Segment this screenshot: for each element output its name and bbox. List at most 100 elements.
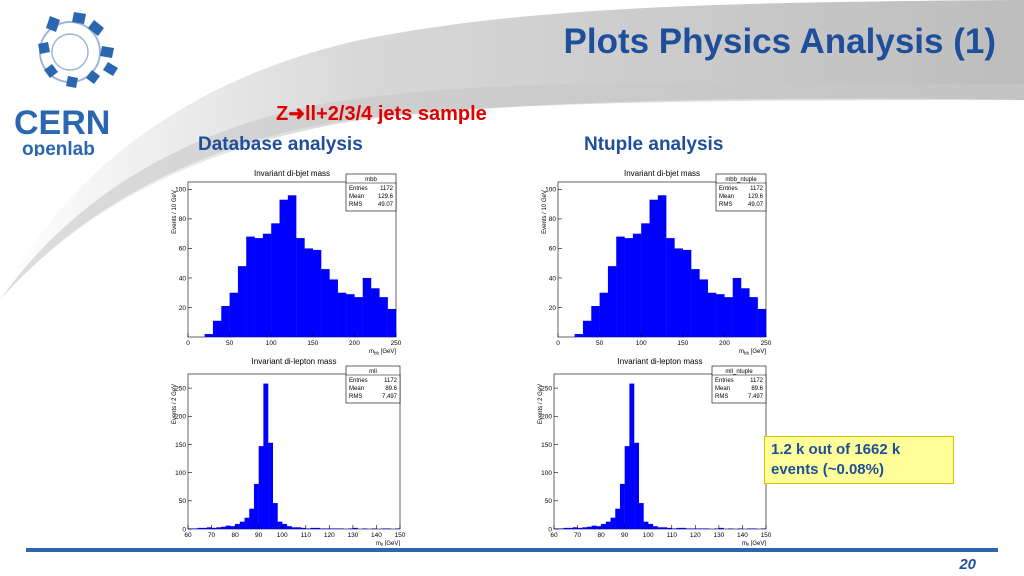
histogram-bar xyxy=(751,528,757,529)
histogram-bar xyxy=(301,527,306,529)
stats-label: RMS xyxy=(719,202,732,208)
histogram-bar xyxy=(371,528,377,529)
histogram-bar xyxy=(312,249,322,337)
x-tick-label: 70 xyxy=(574,532,582,539)
y-tick-label: 50 xyxy=(179,498,187,505)
histogram-bar xyxy=(291,527,297,529)
histogram-bar xyxy=(296,238,305,337)
histogram-bar xyxy=(624,446,630,529)
footer-rule xyxy=(26,548,998,552)
histogram-bar xyxy=(682,249,692,337)
histogram-bar xyxy=(216,527,222,529)
x-tick-label: 250 xyxy=(391,340,402,347)
histogram-bar xyxy=(352,527,358,529)
histogram-bar xyxy=(321,269,330,337)
histogram-bar xyxy=(641,223,650,337)
histogram-bar xyxy=(652,526,658,529)
histogram-bar xyxy=(220,526,226,529)
y-tick-label: 200 xyxy=(541,414,552,421)
histogram-bar xyxy=(596,526,602,529)
histogram-bar xyxy=(671,528,677,529)
y-tick-label: 100 xyxy=(175,187,186,194)
stats-box xyxy=(345,173,397,212)
histogram-bar xyxy=(263,383,269,529)
stats-value: 49.07 xyxy=(748,202,764,208)
histogram-bar xyxy=(272,503,278,529)
stats-label: Mean xyxy=(349,194,364,200)
y-tick-label: 60 xyxy=(179,246,187,253)
histogram-bar xyxy=(282,523,288,529)
x-tick-label: 0 xyxy=(186,340,190,347)
histogram-bar xyxy=(324,528,330,529)
x-tick-label: 60 xyxy=(184,532,192,539)
y-tick-label: 0 xyxy=(548,526,552,533)
stats-label: RMS xyxy=(349,394,362,400)
x-tick-label: 150 xyxy=(761,532,772,539)
histogram-bar xyxy=(666,238,675,337)
x-tick-label: 120 xyxy=(690,532,701,539)
histogram-bar xyxy=(707,292,717,337)
dibjet-mass-plot-ntuple: Invariant di-bjet mass 0 50 100 150 200 250 20 4… xyxy=(542,169,772,356)
histogram-bar xyxy=(648,523,654,529)
x-tick-label: 60 xyxy=(550,532,558,539)
x-tick-label: 100 xyxy=(643,532,654,539)
histogram-bar xyxy=(624,238,634,337)
x-tick-label: 140 xyxy=(371,532,382,539)
histogram-bar xyxy=(704,528,710,529)
y-tick-label: 250 xyxy=(175,385,186,392)
stats-label: Entries xyxy=(349,378,368,384)
histogram-bar xyxy=(395,528,401,529)
x-tick-label: 140 xyxy=(737,532,748,539)
histogram-bar xyxy=(249,508,255,529)
stats-value: 1172 xyxy=(384,378,398,384)
histogram-bar xyxy=(737,528,743,529)
stats-value: 129.6 xyxy=(378,194,394,200)
histogram-bar xyxy=(225,525,231,529)
x-tick-label: 120 xyxy=(324,532,335,539)
stats-box-title: mll_ntuple xyxy=(725,369,753,375)
histogram-bar xyxy=(229,292,239,337)
histogram-bar xyxy=(237,266,247,337)
stats-value: 89.6 xyxy=(385,386,397,392)
stats-box-title: mbb_ntuple xyxy=(725,177,757,183)
histogram-bar xyxy=(211,527,217,529)
histogram-bar xyxy=(279,199,289,337)
y-tick-label: 0 xyxy=(182,526,186,533)
histogram-bar xyxy=(662,527,668,529)
logo-cern-text: CERN xyxy=(14,104,110,142)
histogram-bar xyxy=(253,483,259,529)
stats-label: RMS xyxy=(715,394,728,400)
histogram-bar xyxy=(700,528,705,529)
histogram-bar xyxy=(287,195,297,337)
database-analysis-heading: Database analysis xyxy=(198,134,363,155)
histogram-bar xyxy=(574,334,584,337)
y-axis-label: Events / 10 GeV xyxy=(542,190,548,234)
histogram-bar xyxy=(244,517,250,529)
histogram-bar xyxy=(563,527,569,529)
histogram-bar xyxy=(310,527,316,529)
y-tick-label: 100 xyxy=(175,470,186,477)
histogram-bar xyxy=(685,528,691,529)
subtitle-rest: ll+2/3/4 jets sample xyxy=(304,103,487,125)
logo-emblem xyxy=(38,12,118,88)
histogram-bar xyxy=(286,526,292,529)
histogram-bar xyxy=(616,236,625,337)
y-tick-label: 80 xyxy=(179,216,187,223)
histogram-bar xyxy=(254,238,264,337)
cern-logo-graphic: CERN openlab xyxy=(14,12,118,160)
sample-subtitle: Z➜ll+2/3/4 jets sample xyxy=(276,101,487,126)
histogram-bar xyxy=(371,288,380,337)
histogram-bar xyxy=(362,528,368,529)
x-tick-label: 50 xyxy=(226,340,234,347)
histogram-bar xyxy=(757,308,767,337)
x-tick-label: 90 xyxy=(255,532,263,539)
histogram-bar xyxy=(638,503,644,529)
dilepton-mass-plot-ntuple: Invariant di-lepton mass 60 70 80 90 100 110 12… xyxy=(538,357,772,546)
histogram-bar xyxy=(619,483,625,529)
y-tick-label: 60 xyxy=(549,246,557,253)
histogram-bar xyxy=(607,266,617,337)
stats-value: 7.497 xyxy=(748,394,764,400)
histogram-bar xyxy=(657,527,663,529)
histogram-bar xyxy=(337,292,347,337)
x-axis-label: mbb [GeV] xyxy=(369,349,396,356)
